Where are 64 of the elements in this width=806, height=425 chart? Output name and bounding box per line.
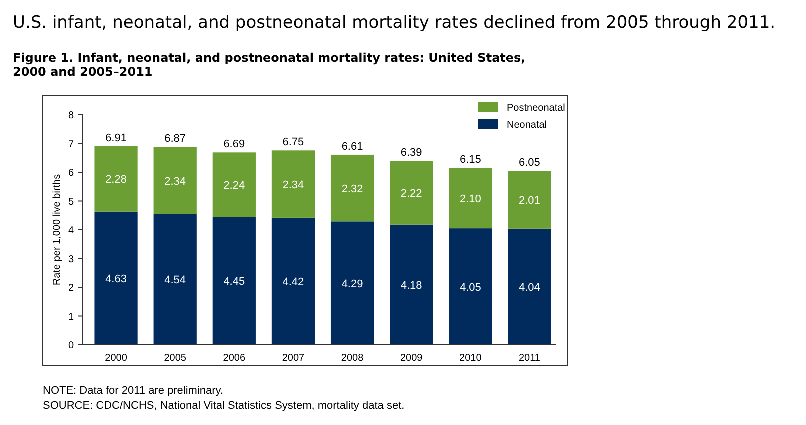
data-label: 4.63: [106, 273, 127, 286]
bar: [94, 146, 138, 212]
total-label: 6.05: [519, 157, 540, 170]
bar: [154, 147, 197, 214]
y-tick-label: 6: [68, 168, 74, 179]
x-tick-label: 2007: [282, 353, 306, 364]
bar: [330, 222, 374, 345]
bar: [330, 154, 374, 222]
bar: [212, 152, 256, 218]
y-tick-label: 1: [68, 312, 74, 323]
bar: [272, 150, 316, 218]
data-label: 4.18: [400, 280, 422, 292]
y-tick-label: 0: [68, 340, 74, 352]
data-label: 2.24: [224, 180, 246, 192]
bar: [449, 228, 492, 345]
data-label: 4.04: [519, 282, 540, 294]
total-label: 6.15: [460, 154, 482, 166]
x-tick-label: 2009: [400, 353, 424, 364]
total-label: 6.75: [282, 136, 304, 149]
x-tick-label: 2005: [164, 353, 187, 364]
y-tick-label: 5: [68, 196, 74, 208]
bar: [94, 212, 138, 345]
bar: [508, 228, 552, 345]
total-label: 6.87: [164, 133, 186, 146]
bar: [508, 171, 552, 229]
bar: [272, 218, 316, 345]
data-label: 4.54: [164, 274, 186, 287]
x-tick-label: 2006: [223, 353, 246, 364]
data-label: 2.22: [400, 188, 422, 200]
data-label: 2.01: [519, 194, 540, 207]
legend-label: Neonatal: [507, 120, 548, 131]
data-label: 2.34: [164, 176, 186, 188]
y-tick-label: 8: [68, 110, 74, 122]
bar: [390, 224, 434, 345]
source-note: SOURCE: CDC/NCHS, National Vital Statistics System, mortality data set.: [43, 400, 405, 412]
y-tick-label: 2: [68, 283, 74, 294]
data-label: 4.29: [342, 278, 364, 290]
bar: [390, 161, 434, 225]
text: NOTE: Data for 2011 are preliminary.: [43, 385, 224, 397]
bar: [212, 217, 256, 345]
data-label: 2.32: [342, 183, 364, 196]
data-label: 4.45: [224, 276, 246, 288]
x-tick-label: 2000: [105, 353, 128, 364]
data-label: 2.34: [282, 179, 304, 192]
data-label: 4.05: [460, 282, 482, 294]
y-tick-label: 3: [68, 254, 74, 266]
total-label: 6.69: [224, 138, 246, 151]
y-tick-label: 7: [68, 139, 74, 150]
bar: [449, 168, 492, 229]
x-tick-label: 2011: [518, 353, 541, 364]
legend-label: Postneonatal: [507, 103, 566, 114]
data-label: 4.42: [282, 276, 304, 288]
total-label: 6.91: [106, 132, 127, 144]
data-label: 2.28: [106, 174, 127, 186]
chart-title: U.S. infant, neonatal, and postneonatal mortality rates declined from 2005 through 2011.: [13, 13, 776, 33]
y-axis-title: Rate per 1,000 live births: [52, 174, 63, 286]
x-tick-label: 2008: [341, 353, 364, 364]
data-label: 2.10: [460, 193, 482, 206]
total-label: 6.39: [400, 147, 422, 159]
total-label: 6.61: [342, 140, 364, 153]
x-tick-label: 2010: [460, 353, 482, 364]
chart-subtitle: Figure 1. Infant, neonatal, and postneonatal mortality rates: United States, 2000 and 2005–2011: [13, 51, 526, 79]
bar: [154, 214, 197, 345]
y-tick-label: 4: [68, 226, 74, 236]
